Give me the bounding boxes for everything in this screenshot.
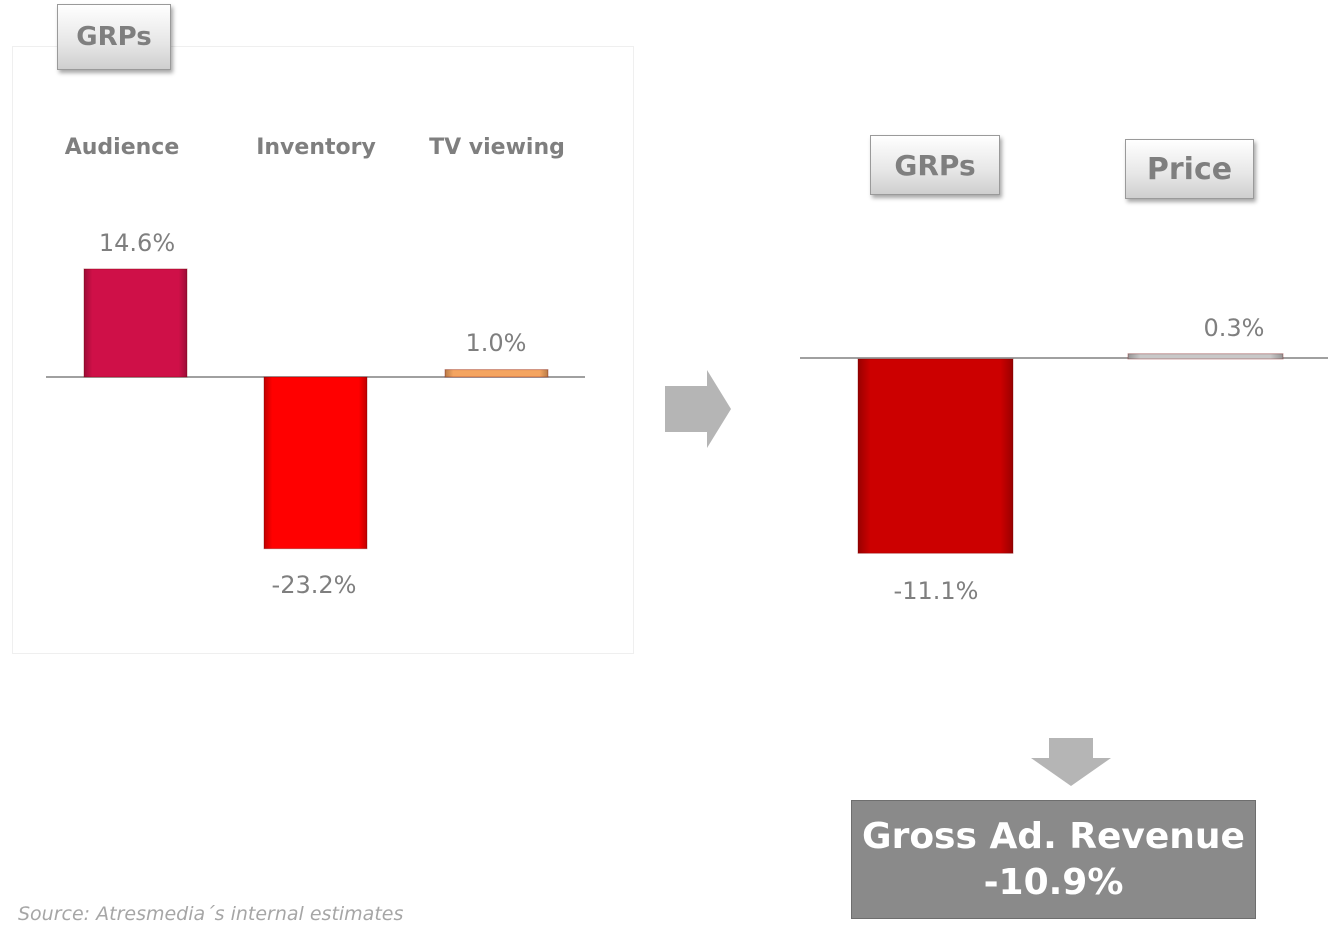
left-bar-shade-0 bbox=[84, 268, 187, 377]
grps-badge-left: GRPs bbox=[57, 4, 171, 70]
value-label-audience: 14.6% bbox=[98, 229, 176, 257]
source-note: Source: Atresmedia´s internal estimates bbox=[18, 903, 404, 925]
left-bar-shade-2 bbox=[445, 369, 548, 377]
grps-badge-right: GRPs bbox=[870, 135, 1000, 195]
right-bar-shade-1 bbox=[1128, 353, 1283, 359]
gross-ad-revenue-title: Gross Ad. Revenue bbox=[862, 815, 1245, 857]
value-label-inventory: -23.2% bbox=[271, 571, 357, 599]
value-label-price: 0.3% bbox=[1203, 314, 1265, 342]
right-bar-shade-0 bbox=[858, 359, 1013, 554]
gross-ad-revenue-box: Gross Ad. Revenue -10.9% bbox=[851, 800, 1256, 919]
category-label-inventory: Inventory bbox=[256, 135, 376, 160]
value-label-tv-viewing: 1.0% bbox=[465, 329, 527, 357]
category-label-tv-viewing: TV viewing bbox=[429, 135, 565, 160]
category-label-audience: Audience bbox=[64, 135, 180, 160]
value-label-grps: -11.1% bbox=[893, 577, 979, 605]
price-badge: Price bbox=[1125, 139, 1254, 199]
arrow-right-icon bbox=[665, 370, 731, 448]
arrow-down-icon bbox=[1031, 738, 1111, 786]
gross-ad-revenue-value: -10.9% bbox=[983, 861, 1124, 903]
left-bar-shade-1 bbox=[264, 377, 367, 549]
